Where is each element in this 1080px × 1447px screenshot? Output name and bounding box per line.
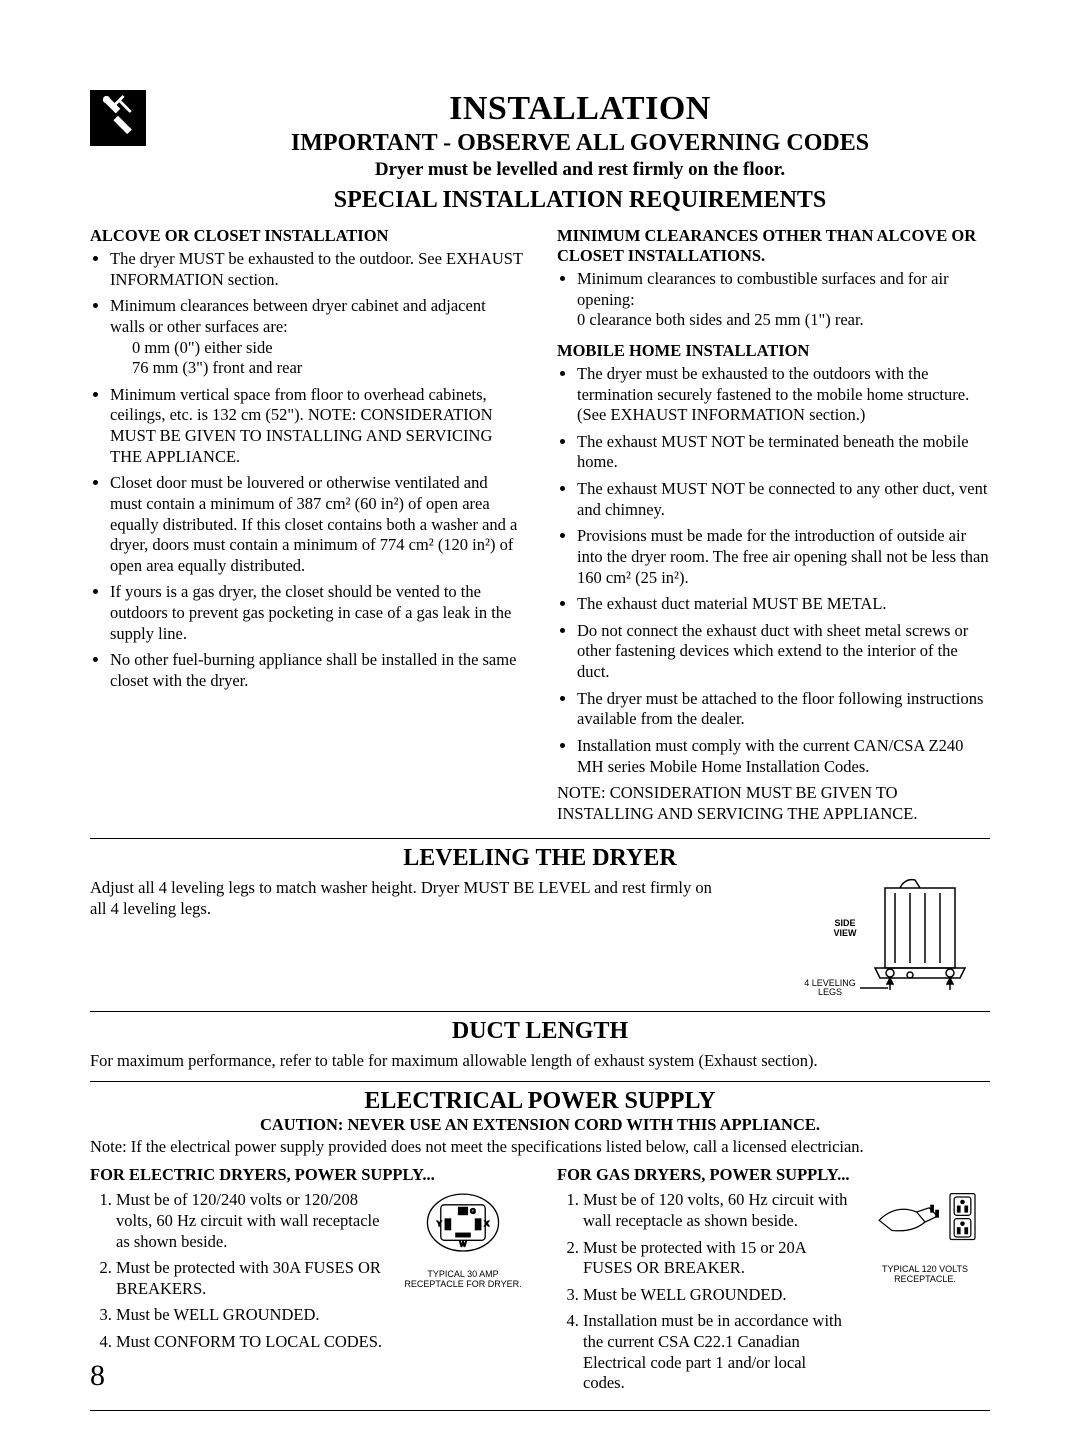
svg-text:G: G bbox=[470, 1208, 476, 1216]
left-b1: The dryer MUST be exhausted to the outdo… bbox=[110, 249, 523, 290]
duct-heading: DUCT LENGTH bbox=[90, 1018, 990, 1045]
svg-text:SIDE: SIDE bbox=[834, 918, 855, 928]
right-b1b: 0 clearance both sides and 25 mm (1") re… bbox=[577, 310, 864, 329]
electrical-heading: ELECTRICAL POWER SUPPLY bbox=[90, 1088, 990, 1115]
title: INSTALLATION bbox=[170, 90, 990, 128]
mobile-heading: MOBILE HOME INSTALLATION bbox=[557, 341, 990, 361]
leveling-heading: LEVELING THE DRYER bbox=[90, 845, 990, 872]
right-column: MINIMUM CLEARANCES OTHER THAN ALCOVE OR … bbox=[557, 220, 990, 828]
elec-l3: Must be WELL GROUNDED. bbox=[116, 1305, 393, 1326]
rule-4 bbox=[90, 1410, 990, 1411]
elec-l1: Must be of 120/240 volts or 120/208 volt… bbox=[116, 1190, 393, 1252]
alcove-heading: ALCOVE OR CLOSET INSTALLATION bbox=[90, 226, 523, 246]
subtitle-level: Dryer must be levelled and rest firmly o… bbox=[170, 159, 990, 181]
installation-icon bbox=[90, 90, 146, 146]
rule-3 bbox=[90, 1081, 990, 1082]
left-b3: Minimum vertical space from floor to ove… bbox=[110, 385, 523, 468]
electrical-note: Note: If the electrical power supply pro… bbox=[90, 1137, 990, 1157]
left-b4: Closet door must be louvered or otherwis… bbox=[110, 473, 523, 576]
svg-text:VIEW: VIEW bbox=[833, 928, 857, 938]
gas-figcap: TYPICAL 120 VOLTS RECEPTACLE. bbox=[860, 1265, 990, 1285]
left-column: ALCOVE OR CLOSET INSTALLATION The dryer … bbox=[90, 220, 523, 828]
elec-figcap: TYPICAL 30 AMP RECEPTACLE FOR DRYER. bbox=[403, 1270, 523, 1290]
elec-heading: FOR ELECTRIC DRYERS, POWER SUPPLY... bbox=[90, 1165, 523, 1185]
right-b6: The exhaust duct material MUST BE METAL. bbox=[577, 594, 990, 615]
receptacle-120v-figure: TYPICAL 120 VOLTS RECEPTACLE. bbox=[860, 1187, 990, 1285]
right-b9: Installation must comply with the curren… bbox=[577, 736, 990, 777]
left-b2a: Minimum clearances between dryer cabinet… bbox=[110, 296, 486, 336]
electrical-caution: CAUTION: NEVER USE AN EXTENSION CORD WIT… bbox=[90, 1115, 990, 1135]
gas-l3: Must be WELL GROUNDED. bbox=[583, 1285, 850, 1306]
svg-text:Y: Y bbox=[437, 1220, 442, 1228]
right-b7: Do not connect the exhaust duct with she… bbox=[577, 621, 990, 683]
left-b2b: 0 mm (0") either side bbox=[110, 338, 523, 359]
rule-1 bbox=[90, 838, 990, 839]
right-note: NOTE: CONSIDERATION MUST BE GIVEN TO INS… bbox=[557, 783, 990, 824]
svg-text:X: X bbox=[484, 1220, 489, 1228]
right-b1a: Minimum clearances to combustible surfac… bbox=[577, 269, 949, 309]
elec-l2: Must be protected with 30A FUSES OR BREA… bbox=[116, 1258, 393, 1299]
leveling-block: Adjust all 4 leveling legs to match wash… bbox=[90, 878, 990, 1001]
right-b2: The dryer must be exhausted to the outdo… bbox=[577, 364, 990, 426]
right-b1: Minimum clearances to combustible surfac… bbox=[577, 269, 990, 331]
leveling-figure: SIDE VIEW 4 LEVELING LEGS bbox=[760, 878, 990, 1001]
rule-2 bbox=[90, 1011, 990, 1012]
elec-l4: Must CONFORM TO LOCAL CODES. bbox=[116, 1332, 393, 1353]
header: INSTALLATION IMPORTANT - OBSERVE ALL GOV… bbox=[90, 90, 990, 214]
left-b6: No other fuel-burning appliance shall be… bbox=[110, 650, 523, 691]
min-clear-heading: MINIMUM CLEARANCES OTHER THAN ALCOVE OR … bbox=[557, 226, 990, 266]
section-special: SPECIAL INSTALLATION REQUIREMENTS bbox=[170, 187, 990, 214]
gas-l4: Installation must be in accordance with … bbox=[583, 1311, 850, 1394]
gas-heading: FOR GAS DRYERS, POWER SUPPLY... bbox=[557, 1165, 990, 1185]
right-b3: The exhaust MUST NOT be terminated benea… bbox=[577, 432, 990, 473]
leveling-text: Adjust all 4 leveling legs to match wash… bbox=[90, 878, 730, 919]
receptacle-30a-figure: G Y X W TYPICAL 30 AMP RECEPTACLE FOR DR… bbox=[403, 1187, 523, 1290]
gas-l1: Must be of 120 volts, 60 Hz circuit with… bbox=[583, 1190, 850, 1231]
duct-text: For maximum performance, refer to table … bbox=[90, 1051, 990, 1071]
gas-l2: Must be protected with 15 or 20A FUSES O… bbox=[583, 1238, 850, 1279]
special-install-columns: ALCOVE OR CLOSET INSTALLATION The dryer … bbox=[90, 220, 990, 828]
left-b2c: 76 mm (3") front and rear bbox=[110, 358, 523, 379]
right-b4: The exhaust MUST NOT be connected to any… bbox=[577, 479, 990, 520]
subtitle-important: IMPORTANT - OBSERVE ALL GOVERNING CODES bbox=[170, 130, 990, 157]
svg-text:W: W bbox=[460, 1241, 467, 1249]
svg-text:LEGS: LEGS bbox=[818, 987, 842, 997]
right-b5: Provisions must be made for the introduc… bbox=[577, 526, 990, 588]
right-b8: The dryer must be attached to the floor … bbox=[577, 689, 990, 730]
left-b5: If yours is a gas dryer, the closet shou… bbox=[110, 582, 523, 644]
left-b2: Minimum clearances between dryer cabinet… bbox=[110, 296, 523, 379]
